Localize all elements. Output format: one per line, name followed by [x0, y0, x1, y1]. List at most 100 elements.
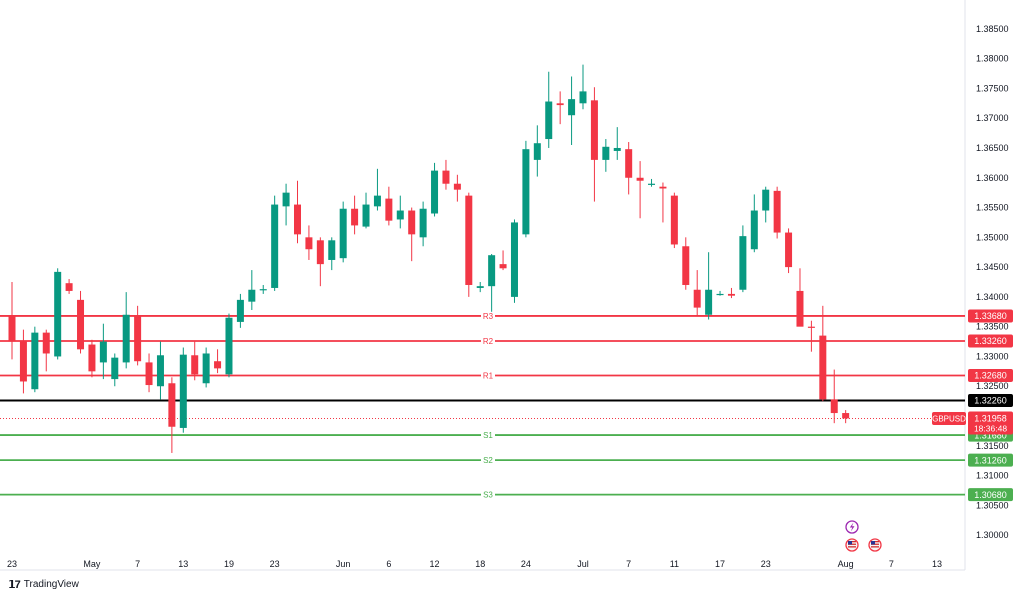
candle — [134, 305, 142, 366]
candle — [830, 369, 838, 424]
candle — [476, 282, 484, 293]
candle — [602, 139, 610, 172]
lightning-icon[interactable] — [845, 520, 859, 534]
pivot-level-price: 1.30680 — [974, 490, 1007, 500]
pivot-level-price-tag — [968, 488, 1013, 502]
candle — [225, 313, 233, 378]
candle — [431, 162, 439, 217]
pivot-level-price: 1.32260 — [974, 396, 1007, 406]
candle-body — [225, 317, 233, 375]
candle — [533, 125, 541, 177]
candle — [842, 410, 850, 424]
price-tick-label: 1.37500 — [976, 83, 1009, 93]
candle-body — [613, 147, 621, 151]
candle-body — [465, 195, 473, 285]
candle — [31, 326, 39, 393]
event-markers[interactable] — [845, 520, 882, 552]
pivot-level-price-tag — [968, 394, 1013, 408]
candle — [693, 270, 701, 316]
candle-body — [773, 190, 781, 233]
candle — [282, 183, 290, 226]
candle — [568, 76, 576, 145]
pivot-level-name-bg — [481, 310, 495, 321]
bar-countdown: 18:36:48 — [974, 424, 1007, 434]
candle-body — [134, 315, 142, 362]
candle-body — [659, 186, 667, 189]
pivot-level-price: 1.33260 — [974, 336, 1007, 346]
candle — [54, 268, 62, 360]
candle — [419, 201, 427, 247]
pivot-level-price: 1.31260 — [974, 455, 1007, 465]
candle-body — [339, 208, 347, 259]
candle-body — [476, 286, 484, 288]
candle-body — [796, 290, 804, 327]
pivot-level-price-tag — [968, 453, 1013, 467]
price-tick-label: 1.36000 — [976, 173, 1009, 183]
time-tick-label: 23 — [7, 559, 17, 569]
candle-body — [54, 271, 62, 357]
symbol-tag-label: GBPUSD — [932, 415, 966, 424]
pivot-level-name: S2 — [483, 456, 493, 465]
candle — [625, 142, 633, 195]
candle — [750, 194, 758, 253]
price-tick-label: 1.30000 — [976, 530, 1009, 540]
candle — [294, 180, 301, 244]
candle-body — [750, 210, 758, 250]
candle-body — [408, 210, 416, 235]
pivot-level-name: R1 — [483, 372, 494, 381]
pivot-level-price: 1.33680 — [974, 311, 1007, 321]
tradingview-logo-text: TradingView — [23, 579, 79, 590]
time-tick-label: 13 — [178, 559, 188, 569]
time-tick-label: 13 — [932, 559, 942, 569]
candle — [202, 347, 210, 388]
candle-body — [488, 255, 496, 287]
candle — [613, 127, 621, 160]
candle — [373, 168, 381, 211]
candle-body — [727, 293, 735, 296]
pivot-level-name-bg — [481, 370, 495, 381]
tradingview-logo: 𝟭7 TradingView — [8, 578, 79, 591]
candle-body — [145, 362, 153, 386]
candle — [259, 284, 267, 294]
candle-body — [214, 361, 222, 369]
candle-body — [77, 299, 85, 350]
candle — [819, 305, 827, 402]
us-flag-icon[interactable] — [868, 538, 882, 552]
candle — [442, 159, 450, 190]
candle — [179, 347, 187, 433]
pivot-level-price-tag — [968, 309, 1013, 323]
candle-body — [88, 344, 96, 372]
candle — [762, 186, 770, 223]
candle-body — [830, 399, 838, 414]
time-tick-label: 7 — [889, 559, 894, 569]
price-tick-label: 1.36500 — [976, 143, 1009, 153]
candle — [122, 292, 130, 369]
time-tick-label: 11 — [670, 559, 679, 569]
candle-body — [282, 192, 290, 207]
candle — [510, 219, 518, 303]
candle — [42, 329, 50, 372]
pivot-level-price-tag — [968, 369, 1013, 383]
candle — [99, 323, 107, 380]
candle-body — [294, 204, 301, 235]
price-tick-label: 1.38000 — [976, 54, 1009, 64]
time-tick-label: 6 — [386, 559, 391, 569]
symbol-tag — [932, 412, 966, 426]
candle — [453, 174, 461, 202]
candle-body — [568, 99, 576, 116]
us-flag-icon[interactable] — [845, 538, 859, 552]
candle-body — [705, 289, 713, 315]
pivot-level-name-bg — [481, 430, 495, 441]
candle — [19, 329, 27, 394]
candle-body — [522, 149, 530, 235]
price-tick-label: 1.33000 — [976, 351, 1009, 361]
candle — [648, 178, 656, 187]
candle-body — [259, 289, 267, 291]
candle-body — [396, 210, 404, 220]
pivot-level-name-bg — [481, 455, 495, 466]
pivot-level-name-bg — [481, 335, 495, 346]
candle-body — [819, 335, 827, 400]
candle-body — [191, 355, 199, 375]
candle — [385, 186, 393, 226]
